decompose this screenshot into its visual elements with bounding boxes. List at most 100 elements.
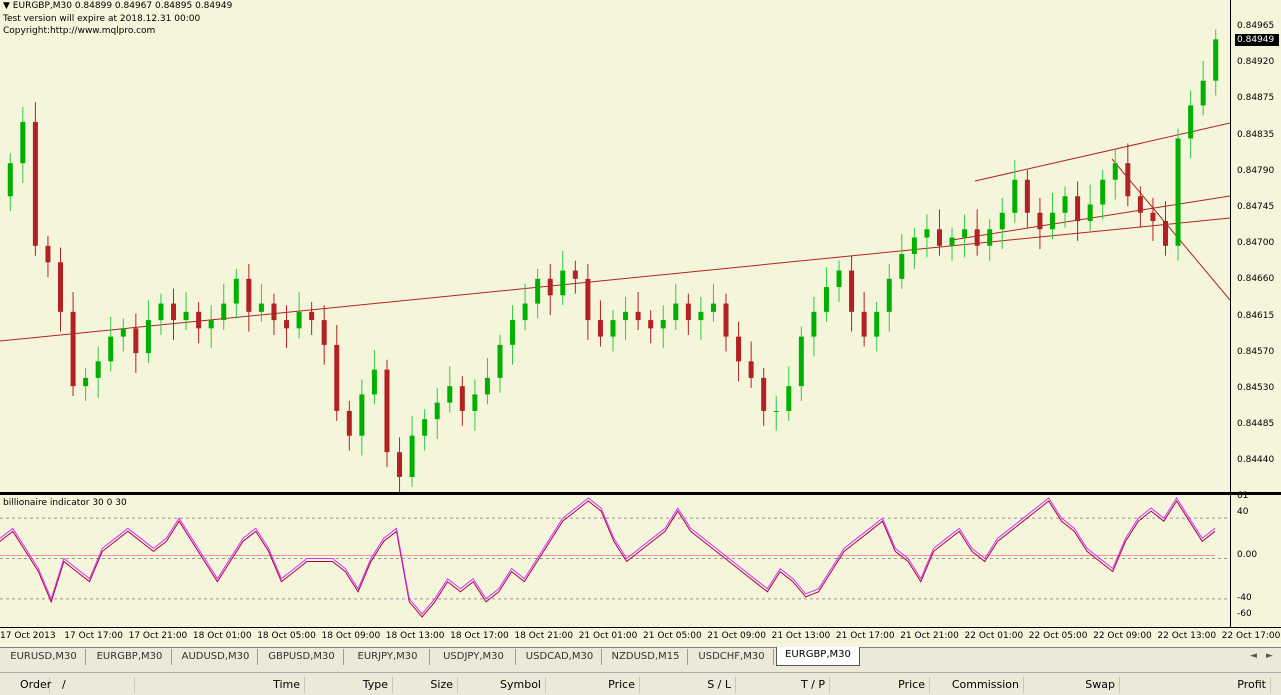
chart-tab[interactable]: USDJPY,M30 [432,649,516,665]
scroll-left-icon[interactable]: ◄ [1250,651,1257,661]
indicator-label: billionaire indicator 30 0 30 [3,498,127,508]
price-chart[interactable]: ▼ EURGBP,M30 0.84899 0.84967 0.84895 0.8… [0,0,1230,492]
price-tick-label: 0.84790 [1237,165,1275,176]
price-tick-label: 0.84835 [1237,129,1275,140]
time-tick-label: 17 Oct 2013 [0,631,56,641]
candle-body [1012,179,1018,213]
chart-tab[interactable]: NZDUSD,M15 [604,649,688,665]
time-tick-label: 17 Oct 21:00 [128,631,188,641]
terminal-column-header: Order / Time Type Size Symbol Price S / … [0,672,1281,695]
chart-tab[interactable]: GBPUSD,M30 [260,649,344,665]
candle-body [949,237,955,246]
candle-body [422,419,428,436]
candle-body [924,229,930,238]
test-version-notice: Test version will expire at 2018.12.31 0… [3,14,201,24]
candle-body [748,361,754,378]
symbol-ohlc-text: EURGBP,M30 0.84899 0.84967 0.84895 0.849… [12,1,233,11]
col-swap[interactable]: Swap [1024,677,1120,693]
candle-body [233,278,239,304]
time-tick-label: 18 Oct 21:00 [514,631,574,641]
candle-body [133,328,139,354]
window-divider[interactable] [0,492,1281,495]
candle-body [1037,212,1043,230]
candle-body [271,303,277,321]
candle-body [510,320,516,345]
col-symbol[interactable]: Symbol [458,677,546,693]
time-tick-label: 21 Oct 17:00 [835,631,895,641]
time-tick-label: 21 Oct 21:00 [900,631,959,641]
col-tp[interactable]: T / P [736,677,830,693]
col-type[interactable]: Type [305,677,393,693]
candle-body [911,237,917,255]
candle-body [321,320,327,345]
chart-tab[interactable]: EURUSD,M30 [2,649,86,665]
candle-body [472,394,478,411]
candle-body [773,410,779,412]
col-order-sort[interactable]: / [40,677,135,693]
indicator-window[interactable]: billionaire indicator 30 0 30 [0,495,1230,627]
col-close-price[interactable]: Price [830,677,930,693]
time-tick-label: 21 Oct 13:00 [771,631,831,641]
price-tick-label: 0.84485 [1237,419,1275,430]
candle-body [20,121,26,164]
candle-body [798,336,804,387]
price-tick-label: 0.84530 [1237,383,1275,393]
candle-body [1175,138,1181,246]
indicator-main-line [0,497,1216,615]
col-profit[interactable]: Profit [1120,677,1271,693]
candle-body [597,320,603,337]
candle-body [698,311,704,321]
indicator-tick-label: -40 [1237,593,1252,603]
candle-body [246,278,252,312]
candle-body [560,270,566,296]
candle-body [1075,196,1081,222]
candle-body [447,386,453,403]
time-tick-label: 22 Oct 01:00 [964,631,1024,641]
terminal-splitter[interactable] [0,667,1281,672]
chart-tab[interactable]: USDCHF,M30 [690,649,774,665]
indicator-tick-label: 40 [1237,507,1249,517]
candle-body [145,320,151,354]
candle-body [346,410,352,436]
chart-tab-bar: EURUSD,M30 EURGBP,M30 AUDUSD,M30 GBPUSD,M30… [0,647,1281,667]
candle-body [1150,212,1156,222]
candle-body [334,344,340,411]
candle-body [196,311,202,329]
chart-tab[interactable]: EURJPY,M30 [346,649,430,665]
candle-body [610,320,616,337]
candle-body [371,369,377,395]
col-time[interactable]: Time [135,677,305,693]
col-order[interactable]: Order [0,677,51,693]
indicator-axis[interactable]: 61 40 0.00 -40 -60 [1230,491,1281,627]
candle-body [409,435,415,477]
time-tick-label: 18 Oct 09:00 [321,631,381,641]
candle-body [309,311,315,321]
time-tick-label: 17 Oct 17:00 [64,631,123,641]
candle-body [1112,163,1118,180]
candle-body [723,303,729,337]
triangle-down-icon[interactable]: ▼ [3,1,10,11]
price-axis[interactable]: 0.84965 0.84920 0.84875 0.84835 0.84790 0.847… [1230,0,1281,502]
col-size[interactable]: Size [393,677,458,693]
time-tick-label: 18 Oct 17:00 [450,631,509,641]
chart-tab[interactable]: AUDUSD,M30 [174,649,258,665]
chart-tab[interactable]: USDCAD,M30 [518,649,602,665]
candle-body [32,121,38,246]
candle-body [58,262,64,312]
scroll-right-icon[interactable]: ► [1266,651,1273,661]
chart-tab[interactable]: EURGBP,M30 [776,647,860,666]
candle-body [83,377,89,387]
indicator-signal-line [0,500,1216,618]
candle-body [1100,179,1106,205]
col-price[interactable]: Price [546,677,640,693]
indicator-tick-label: 0.00 [1237,550,1258,560]
candle-body [849,270,855,312]
col-sl[interactable]: S / L [640,677,736,693]
candle-body [1062,196,1068,213]
chart-tab[interactable]: EURGBP,M30 [88,649,172,665]
indicator-tick-label: -60 [1237,609,1252,619]
col-commission[interactable]: Commission [930,677,1024,693]
price-tick-label: 0.84440 [1237,455,1275,466]
candle-body [484,377,490,395]
